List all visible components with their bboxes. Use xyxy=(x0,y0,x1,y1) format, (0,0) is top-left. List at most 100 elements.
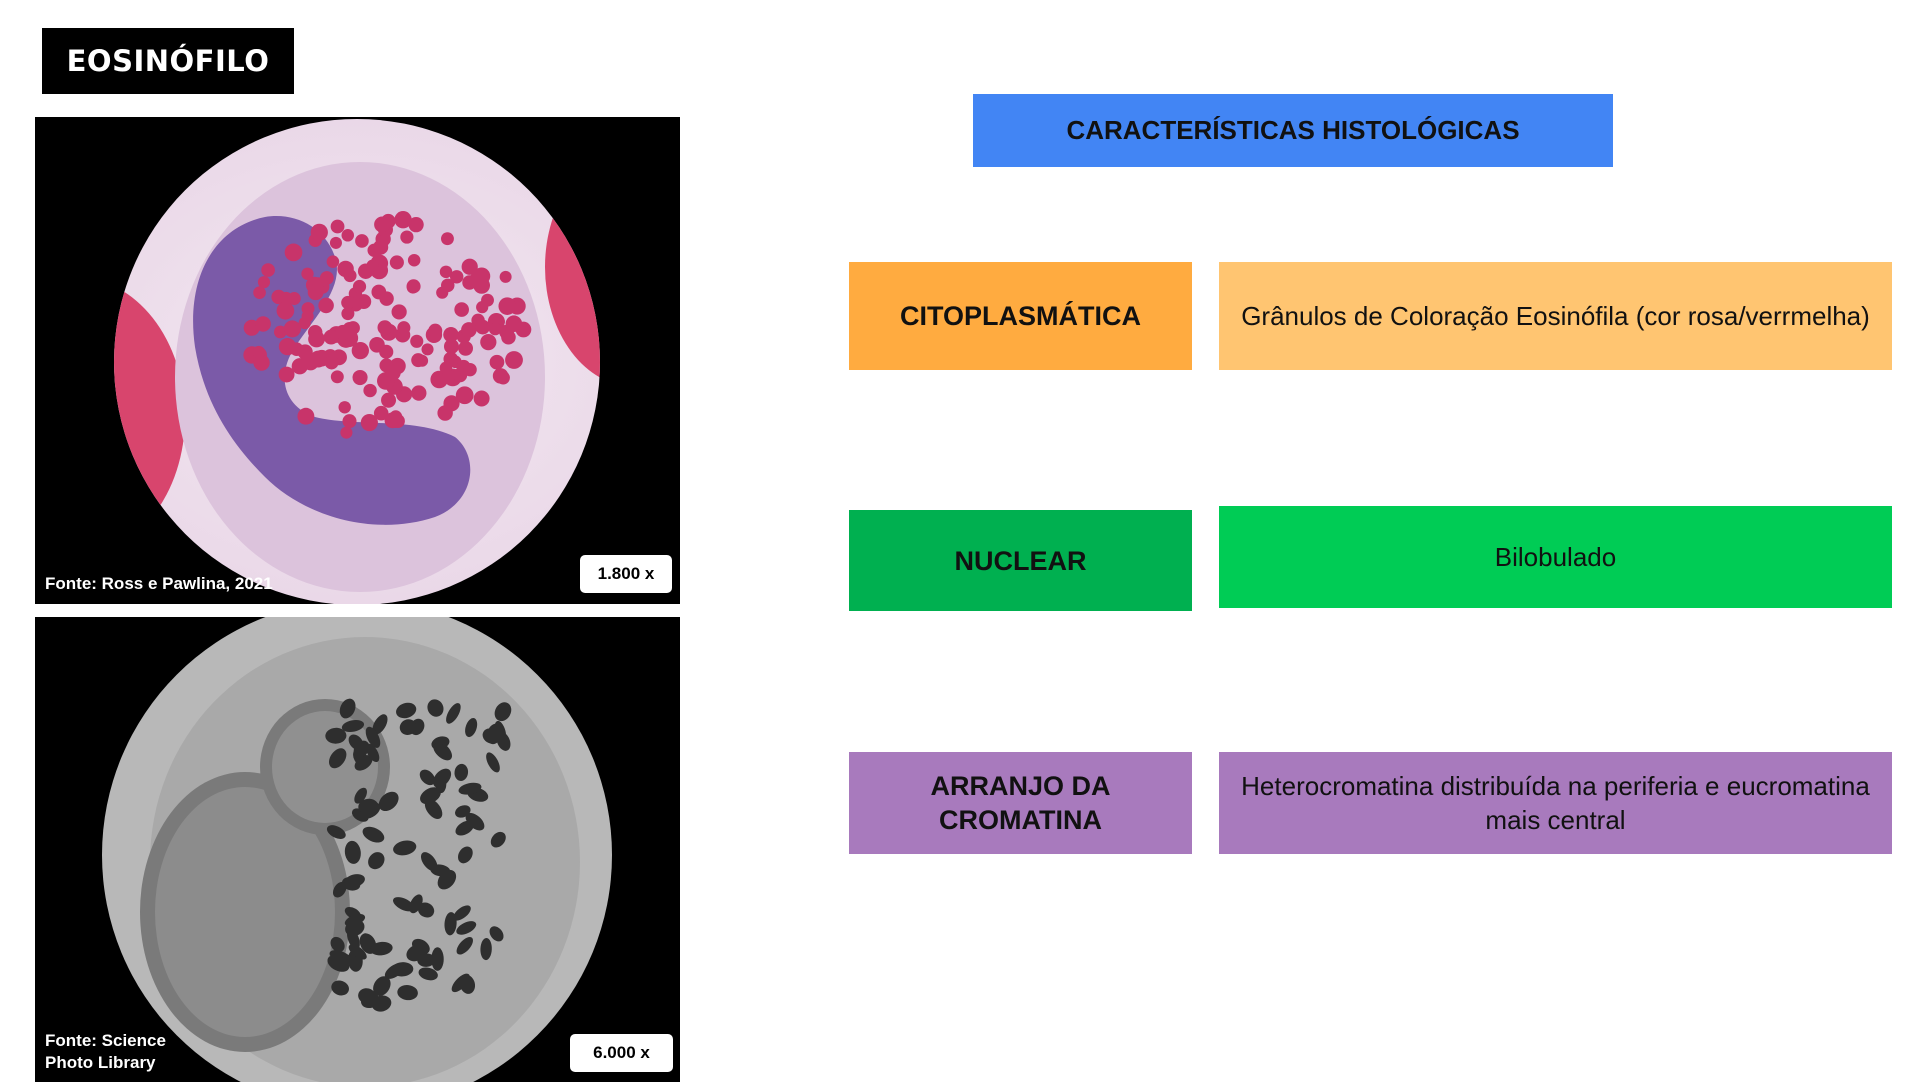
granule xyxy=(394,211,412,229)
granule xyxy=(430,864,451,877)
granule xyxy=(490,831,506,848)
granule xyxy=(515,321,532,338)
granule xyxy=(340,426,353,439)
granule xyxy=(253,286,266,299)
granule xyxy=(326,825,346,839)
granule xyxy=(389,255,404,270)
granule xyxy=(330,370,344,384)
granule xyxy=(418,967,438,981)
granule xyxy=(441,278,455,293)
granule xyxy=(274,325,287,339)
granule xyxy=(424,799,443,820)
granule xyxy=(399,719,417,736)
granule xyxy=(417,902,435,918)
granule xyxy=(373,976,391,996)
image-source-line1: Fonte: Science xyxy=(45,1031,166,1050)
granule xyxy=(408,217,424,233)
granule xyxy=(308,330,325,348)
magnification-badge: 1.800 x xyxy=(580,555,672,593)
granule xyxy=(368,852,385,870)
granule xyxy=(475,319,491,335)
granule xyxy=(310,223,328,241)
granule xyxy=(473,267,491,285)
granule xyxy=(417,953,436,967)
eosinophil-light-micrograph xyxy=(114,119,600,604)
granule xyxy=(374,216,391,233)
granule xyxy=(400,230,414,244)
row-description-nuclear: Bilobulado xyxy=(1219,506,1892,608)
granule xyxy=(358,798,379,815)
granule xyxy=(365,726,381,748)
magnification-badge: 6.000 x xyxy=(570,1034,673,1072)
granule xyxy=(419,769,436,786)
row-description-chromatin: Heterocromatina distribuída na periferia… xyxy=(1219,752,1892,854)
granule xyxy=(323,329,339,345)
granule xyxy=(411,385,427,401)
granule xyxy=(410,334,424,348)
granule xyxy=(499,270,512,283)
image-source-label: Fonte: Ross e Pawlina, 2021 xyxy=(45,574,273,593)
row-label-chromatin: ARRANJO DA CROMATINA xyxy=(849,752,1192,854)
granule xyxy=(465,812,485,831)
granule xyxy=(473,390,490,407)
granule xyxy=(489,926,504,942)
granule xyxy=(444,912,457,936)
slide-title: EOSINÓFILO xyxy=(42,28,294,94)
granule xyxy=(351,341,369,360)
granule xyxy=(284,243,303,262)
granule xyxy=(261,263,275,277)
granule xyxy=(366,743,380,763)
granule xyxy=(443,326,459,343)
granule xyxy=(409,894,423,914)
granule xyxy=(347,928,360,950)
granule xyxy=(407,253,421,267)
histology-header: CARACTERÍSTICAS HISTOLÓGICAS xyxy=(973,94,1613,167)
granule xyxy=(463,362,477,377)
eosinophil-electron-micrograph xyxy=(102,617,612,1082)
granule xyxy=(501,329,516,345)
granule xyxy=(455,820,474,836)
granule xyxy=(381,392,397,408)
granule xyxy=(278,337,297,356)
granule xyxy=(393,840,417,856)
granule xyxy=(352,369,368,386)
granule xyxy=(318,297,334,314)
granule xyxy=(360,413,378,432)
granule xyxy=(284,320,300,337)
granule xyxy=(486,723,503,745)
granule xyxy=(458,846,473,864)
image-source-label: Fonte: Science Photo Library xyxy=(45,1030,166,1074)
granule xyxy=(297,407,315,425)
granule xyxy=(278,366,295,383)
granule xyxy=(348,944,367,960)
granule xyxy=(384,963,405,979)
granule xyxy=(327,955,350,972)
granule xyxy=(325,727,347,744)
granule xyxy=(488,322,502,336)
granule xyxy=(496,371,510,385)
granule xyxy=(326,255,340,268)
granule xyxy=(397,985,418,1001)
granule xyxy=(352,279,367,294)
granule xyxy=(455,805,471,818)
granule xyxy=(481,293,494,307)
granule xyxy=(427,699,444,717)
granule xyxy=(378,791,399,812)
granule xyxy=(366,259,379,272)
granule xyxy=(489,354,505,370)
granule xyxy=(430,370,448,389)
light-micrograph-panel: Fonte: Ross e Pawlina, 2021 1.800 x xyxy=(35,117,680,604)
granule xyxy=(443,338,459,354)
granule xyxy=(486,752,500,773)
granule xyxy=(396,702,417,719)
granule xyxy=(279,291,293,305)
granule xyxy=(301,267,314,280)
image-source-line2: Photo Library xyxy=(45,1053,156,1072)
granule xyxy=(453,905,471,921)
granule xyxy=(437,405,453,421)
granule xyxy=(328,748,347,769)
granule xyxy=(428,323,443,338)
granule xyxy=(465,717,478,738)
granule xyxy=(363,383,377,398)
granule xyxy=(397,321,411,335)
